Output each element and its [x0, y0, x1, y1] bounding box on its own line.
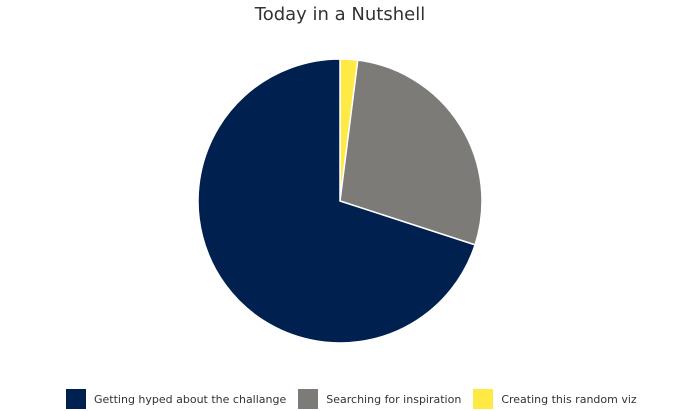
legend-swatch-hyped: [66, 389, 86, 409]
legend-label-random-viz: Creating this random viz: [501, 392, 637, 406]
legend-label-hyped: Getting hyped about the challange: [94, 392, 287, 406]
pie-chart: [197, 58, 483, 344]
pie-slice-inspiration: [339, 59, 483, 246]
pie-slice-hyped: [197, 58, 476, 344]
legend-item-random-viz: Creating this random viz: [473, 389, 637, 409]
legend-label-inspiration: Searching for inspiration: [326, 392, 462, 406]
legend-item-inspiration: Searching for inspiration: [298, 389, 461, 409]
legend-swatch-random-viz: [473, 389, 494, 409]
legend-swatch-inspiration: [298, 389, 319, 409]
legend: Getting hyped about the challange Search…: [66, 388, 649, 410]
chart-title: Today in a Nutshell: [254, 4, 426, 25]
legend-item-hyped: Getting hyped about the challange: [66, 389, 286, 409]
